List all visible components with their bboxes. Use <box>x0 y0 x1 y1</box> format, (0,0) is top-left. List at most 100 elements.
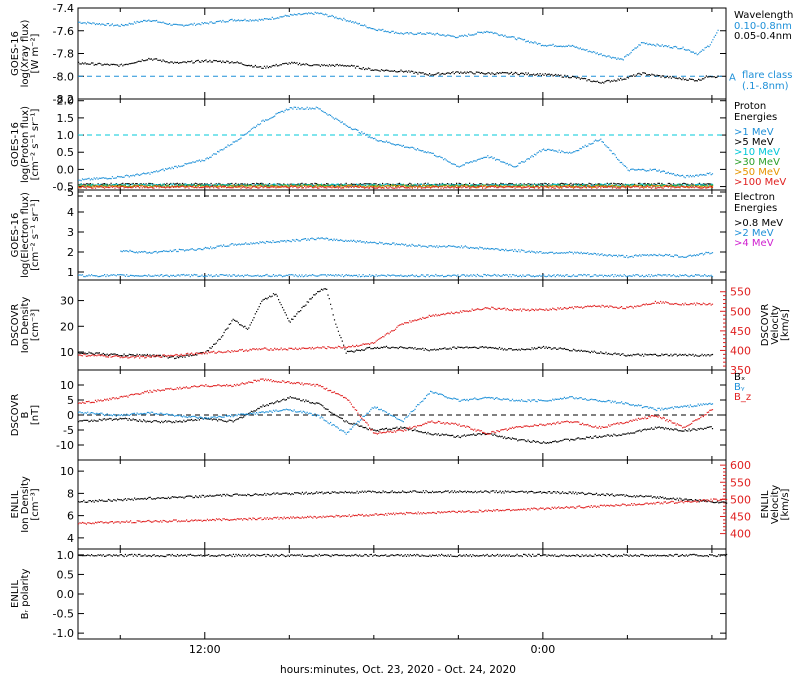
y-tick-label: 1.0 <box>57 129 75 142</box>
y-axis-label: GOES-16 log(Electron flux) [cm⁻² s⁻¹ sr⁻¹] <box>10 192 41 278</box>
y2-tick-label: 350 <box>730 364 751 377</box>
y-axis-label-line: [cm⁻² s⁻¹ sr⁻¹] <box>30 109 41 181</box>
legend-title: Proton <box>734 101 766 112</box>
y-tick-label: 20 <box>60 320 74 333</box>
y-axis-label-line: [W m⁻²] <box>30 33 41 73</box>
series-enlil_density-0 <box>78 490 728 504</box>
series-enlil_density-1 <box>78 498 728 525</box>
y-tick-label: -7.4 <box>53 2 74 15</box>
panel-dscovr_density: 10 20 30 DSCOVR Ion Density [cm⁻³] 350 400 450 50… <box>10 279 791 377</box>
panel-frame <box>77 98 727 191</box>
y-tick-label: -8.0 <box>53 70 74 83</box>
y2-tick-label: 400 <box>730 528 751 541</box>
y-axis-label: DSCOVR Ion Density [cm⁻³] <box>10 297 41 354</box>
y2-axis-label-line: Velocity <box>770 485 781 524</box>
y-tick-label: 1.0 <box>57 549 75 562</box>
y-tick-label: 1.5 <box>57 112 75 125</box>
series-points <box>78 273 714 278</box>
panel-frame <box>77 548 727 640</box>
legend-title: Energies <box>734 112 777 123</box>
y2-tick-label: 450 <box>730 325 751 338</box>
y2-axis-label-line: Velocity <box>770 305 781 344</box>
y-axis-label: DSCOVR B [nT] <box>10 394 41 437</box>
panel-frame <box>77 279 727 371</box>
legend-entry: >2 MeV <box>734 228 774 239</box>
legend-entry: 0.10-0.8nm <box>734 21 792 32</box>
y-axis-label-line: Ion Density <box>20 297 31 354</box>
y-tick-label: -5 <box>63 424 74 437</box>
legend-entry: >1 MeV <box>734 127 774 138</box>
series-points <box>120 237 714 259</box>
series-proton-0 <box>78 106 714 182</box>
series-points <box>78 57 719 84</box>
y2-tick-label: 450 <box>730 510 751 523</box>
series-points <box>78 490 728 504</box>
y-axis-label-line: GOES-16 <box>10 213 21 258</box>
y2-tick-label: 500 <box>730 305 751 318</box>
legend-entry: B_z <box>734 392 751 403</box>
y-tick-label: 0 <box>67 409 74 422</box>
series-points <box>78 288 714 360</box>
y-tick-label: 0.0 <box>57 163 75 176</box>
y-tick-label: 1 <box>67 266 74 279</box>
y-tick-label: -7.6 <box>53 25 74 38</box>
y-axis-label-line: [cm⁻³] <box>30 309 41 341</box>
y-tick-label: 5 <box>67 186 74 199</box>
y-axis-label-line: log(Electron flux) <box>20 192 31 278</box>
y2-axis-label: ENLIL Velocity [km/s] <box>760 485 791 524</box>
panel-frame <box>77 7 727 100</box>
series-enlil_polarity-0 <box>78 553 728 558</box>
y-axis-label-line: log(Proton flux) <box>20 106 31 183</box>
y-tick-label: 30 <box>60 295 74 308</box>
y-tick-label: -1.0 <box>53 627 74 640</box>
series-dscovr_bfield-2 <box>78 378 714 435</box>
legend-entry: >30 MeV <box>734 157 780 168</box>
series-proton-5 <box>78 185 714 189</box>
y-tick-label: -7.8 <box>53 48 74 61</box>
panel-enlil_polarity: -1.0 -0.5 0.0 0.5 1.0 ENLIL Bᵣ polarity 12:00 0:… <box>10 548 728 656</box>
y-axis-label: ENLIL Ion Density [cm⁻³] <box>10 476 41 533</box>
legend-title: Wavelength <box>734 10 793 21</box>
y-tick-label: 10 <box>60 346 74 359</box>
y-tick-label: 4 <box>67 206 74 219</box>
x-tick-label: 0:00 <box>531 643 556 656</box>
panel-electron: 1 2 3 4 5 GOES-16 log(Electron flux) [cm⁻² s⁻¹ … <box>10 186 783 281</box>
y-axis-label-line: ENLIL <box>10 490 21 518</box>
y-tick-label: 2 <box>67 246 74 259</box>
y-tick-label: 3 <box>67 226 74 239</box>
y-tick-label: 0.5 <box>57 568 75 581</box>
legend-entry: >10 MeV <box>734 147 780 158</box>
y2-axis-label: DSCOVR Velocity [km/s] <box>760 304 791 347</box>
legend-entry: Bₓ <box>734 372 745 383</box>
x-axis-label: hours:minutes, Oct. 23, 2020 - Oct. 24, … <box>280 664 516 676</box>
panel-proton: -0.5 0.0 0.5 1.0 1.5 2.0 GOES-16 log(Proton flu… <box>10 95 786 194</box>
y-tick-label: 0.0 <box>57 588 75 601</box>
series-electron-0 <box>120 237 714 259</box>
y-tick-label: -0.5 <box>53 181 74 194</box>
y2-tick-label: 550 <box>730 286 751 299</box>
series-xray-0 <box>78 11 719 61</box>
legend-entry: >100 MeV <box>734 177 786 188</box>
y-axis-label-line: DSCOVR <box>10 304 21 347</box>
y-tick-label: 5 <box>67 394 74 407</box>
series-points <box>78 378 714 435</box>
y-tick-label: 10 <box>60 379 74 392</box>
y2-tick-label: 500 <box>730 493 751 506</box>
series-points <box>78 300 714 359</box>
y2-tick-label: 400 <box>730 344 751 357</box>
y-tick-label: 2.0 <box>57 95 75 108</box>
y-axis-label-line: B <box>20 411 31 418</box>
y-axis-label-line: GOES-16 <box>10 122 21 167</box>
series-points <box>78 553 728 558</box>
y-axis-label-line: DSCOVR <box>10 394 21 437</box>
y-axis-label: GOES-16 log(Proton flux) [cm⁻² s⁻¹ sr⁻¹] <box>10 106 41 183</box>
series-points <box>78 11 719 61</box>
y-axis-label-line: GOES-16 <box>10 31 21 76</box>
legend-note: flare class <box>742 70 792 81</box>
series-dscovr_density-1 <box>78 300 714 359</box>
panel-frame <box>77 189 727 281</box>
